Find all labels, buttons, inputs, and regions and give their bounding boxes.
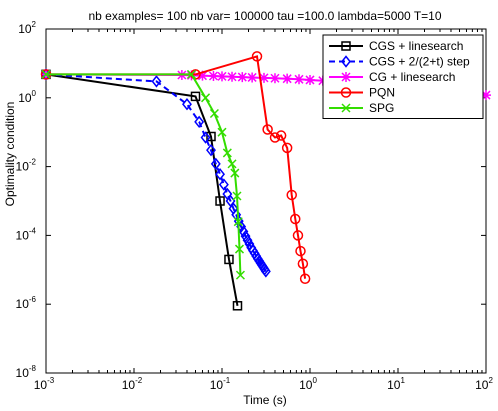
data-point bbox=[222, 148, 232, 158]
data-point bbox=[275, 130, 287, 141]
y-tick-label: 102 bbox=[18, 20, 36, 36]
data-point bbox=[242, 234, 253, 247]
y-tick-label: 10-6 bbox=[16, 295, 37, 311]
data-point bbox=[341, 103, 351, 113]
series-line bbox=[46, 55, 307, 279]
legend-entry: CG + linesearch bbox=[329, 70, 455, 84]
x-tick-label: 10-2 bbox=[122, 376, 143, 392]
data-point bbox=[292, 230, 304, 241]
y-tick-label: 10-8 bbox=[16, 364, 37, 380]
data-point bbox=[206, 143, 216, 157]
data-point bbox=[290, 213, 301, 225]
data-point bbox=[217, 127, 227, 137]
x-axis-label: Time (s) bbox=[243, 393, 287, 407]
data-point bbox=[227, 159, 237, 169]
y-tick-label: 10-2 bbox=[16, 158, 37, 174]
data-point bbox=[237, 72, 248, 83]
data-point bbox=[340, 87, 352, 98]
legend-label: CGS + 2/(2+t) step bbox=[369, 55, 470, 69]
data-point bbox=[305, 74, 315, 85]
data-point bbox=[262, 124, 273, 135]
series-line bbox=[46, 73, 242, 276]
data-point bbox=[200, 131, 211, 144]
data-point bbox=[224, 254, 234, 265]
data-point bbox=[251, 51, 263, 62]
data-point bbox=[247, 72, 258, 83]
legend-entry: CGS + linesearch bbox=[329, 39, 463, 53]
data-point bbox=[233, 217, 243, 227]
data-point bbox=[41, 69, 51, 79]
data-point bbox=[269, 132, 281, 143]
data-point bbox=[194, 115, 205, 129]
data-point bbox=[206, 131, 216, 142]
legend-label: SPG bbox=[369, 101, 394, 115]
data-point bbox=[281, 142, 293, 154]
legend-label: PQN bbox=[369, 86, 395, 100]
data-point bbox=[208, 71, 219, 82]
data-point bbox=[260, 265, 271, 278]
x-tick-label: 10-1 bbox=[210, 376, 231, 392]
data-point bbox=[341, 72, 351, 82]
data-point bbox=[182, 98, 192, 111]
data-point bbox=[341, 41, 351, 51]
chart-title: nb examples= 100 nb var= 100000 tau =100… bbox=[88, 9, 441, 23]
series-3 bbox=[40, 51, 311, 284]
y-axis-label: Optimality condition bbox=[3, 102, 17, 207]
data-point bbox=[209, 108, 219, 119]
data-point bbox=[186, 69, 197, 79]
data-point bbox=[210, 157, 221, 171]
data-point bbox=[481, 90, 491, 101]
data-point bbox=[197, 70, 208, 81]
x-tick-label: 10-3 bbox=[34, 376, 55, 392]
legend-entry: SPG bbox=[329, 101, 394, 115]
data-point bbox=[230, 168, 240, 178]
legend-entry: CGS + 2/(2+t) step bbox=[329, 55, 470, 69]
data-point bbox=[294, 74, 305, 85]
data-point bbox=[215, 196, 225, 206]
legend-entry: PQN bbox=[329, 86, 395, 100]
series-4 bbox=[41, 69, 245, 280]
data-point bbox=[235, 270, 245, 280]
data-point bbox=[217, 71, 227, 82]
data-point bbox=[297, 258, 309, 269]
data-point bbox=[238, 225, 249, 238]
data-point bbox=[232, 191, 242, 201]
data-point bbox=[234, 244, 245, 254]
y-tick-label: 100 bbox=[18, 89, 36, 105]
data-point bbox=[258, 72, 269, 83]
data-point bbox=[282, 73, 293, 84]
data-point bbox=[201, 93, 211, 103]
data-point bbox=[240, 229, 251, 243]
data-point bbox=[151, 75, 162, 88]
data-point bbox=[286, 189, 297, 201]
data-point bbox=[295, 245, 306, 257]
legend-label: CGS + linesearch bbox=[369, 39, 463, 53]
data-point bbox=[299, 273, 311, 284]
x-tick-label: 101 bbox=[387, 376, 405, 392]
data-point bbox=[269, 73, 280, 84]
x-tick-label: 100 bbox=[299, 376, 317, 392]
data-point bbox=[218, 178, 229, 191]
axis-ticks: 10-3 10-2 10-1 100 101 102 10-8 10-6 10-4 10-2 100… bbox=[16, 20, 494, 392]
data-point bbox=[341, 55, 351, 68]
legend-label: CG + linesearch bbox=[369, 70, 455, 84]
data-point bbox=[227, 71, 238, 82]
data-point bbox=[232, 301, 243, 311]
x-tick-label: 102 bbox=[475, 376, 493, 392]
data-point bbox=[190, 91, 201, 102]
data-point bbox=[215, 168, 226, 181]
y-tick-label: 10-4 bbox=[16, 226, 37, 242]
